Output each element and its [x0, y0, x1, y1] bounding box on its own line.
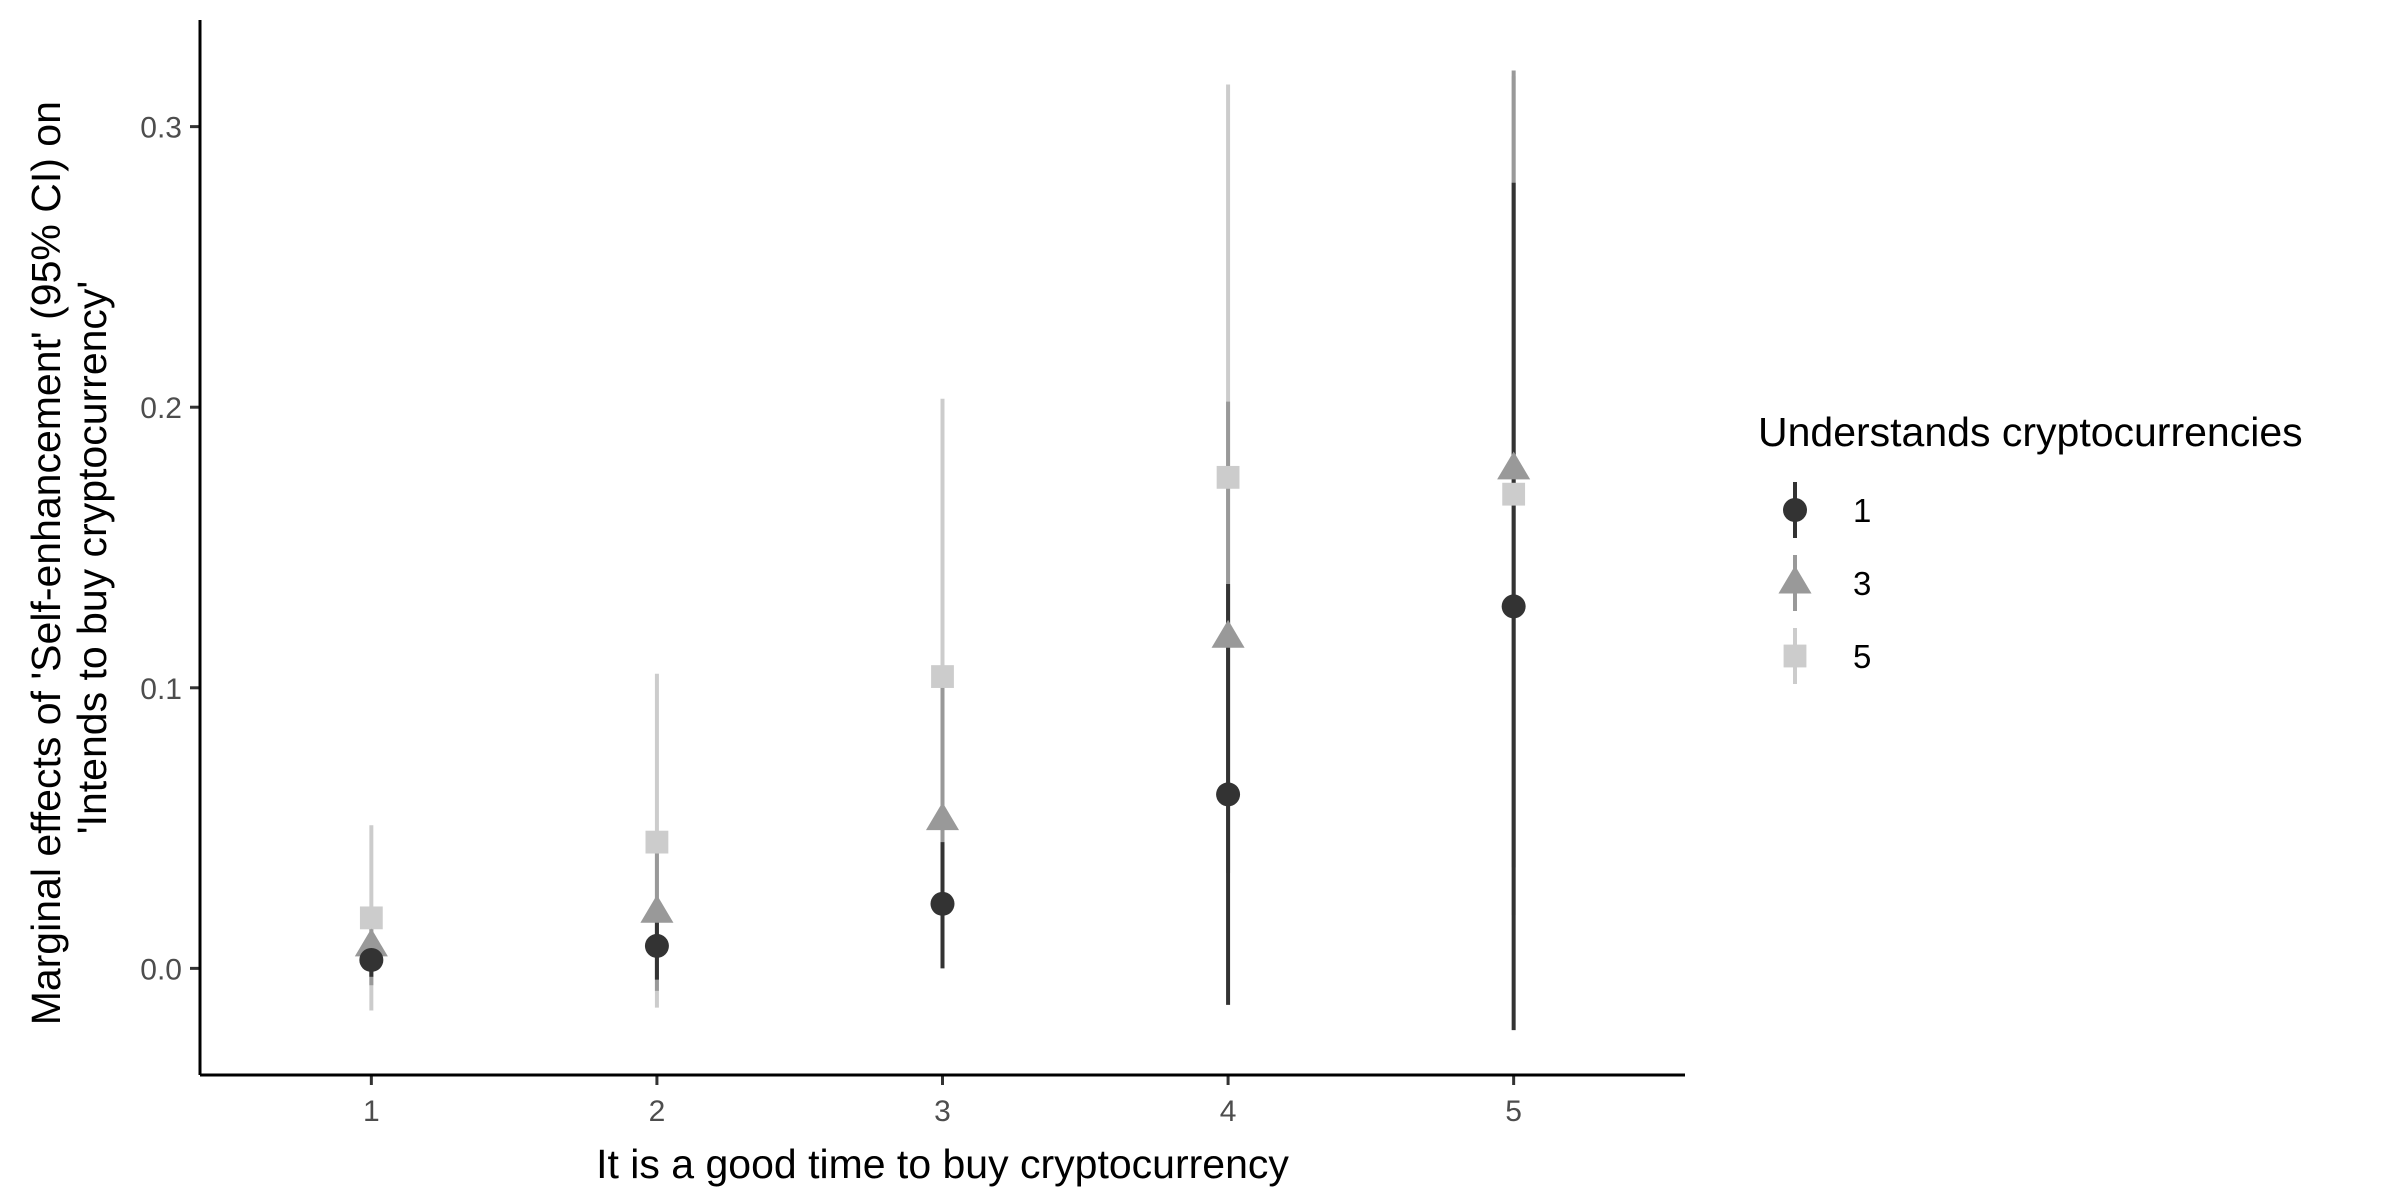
- legend-item: 5: [1783, 628, 1871, 684]
- data-point: [925, 802, 960, 831]
- legend-key-square: [1783, 644, 1807, 668]
- y-tick-label: 0.1: [140, 673, 182, 706]
- x-tick-label: 2: [649, 1095, 666, 1128]
- x-tick-label: 1: [363, 1095, 380, 1128]
- data-point: [1502, 482, 1526, 506]
- y-axis-title: Marginal effects of 'Self-enhancement' (…: [23, 90, 115, 1026]
- data-point: [1211, 619, 1245, 648]
- data-point: [1501, 594, 1526, 619]
- y-tick-label: 0.2: [140, 392, 182, 425]
- series-5-points: [359, 465, 1526, 930]
- x-tick-label: 3: [934, 1095, 951, 1128]
- plot-marks: [354, 70, 1531, 1031]
- y-tick-label: 0.0: [140, 953, 182, 986]
- x-axis-title: It is a good time to buy cryptocurrency: [596, 1141, 1289, 1187]
- legend-item: 3: [1778, 555, 1871, 611]
- legend-label: 1: [1853, 492, 1871, 529]
- legend-label: 5: [1853, 638, 1871, 675]
- data-point: [1497, 451, 1531, 480]
- legend-label: 3: [1853, 565, 1871, 602]
- data-point: [359, 906, 383, 930]
- data-point: [931, 665, 954, 688]
- x-tick-label: 5: [1505, 1095, 1522, 1128]
- series-1-points: [359, 594, 1526, 972]
- data-point: [359, 947, 384, 972]
- data-point: [644, 933, 669, 958]
- legend: Understands cryptocurrencies 1 3 5: [1758, 409, 2303, 684]
- data-point: [640, 894, 674, 923]
- data-point: [930, 891, 955, 916]
- legend-title: Understands cryptocurrencies: [1758, 409, 2303, 455]
- series-3-points: [354, 451, 1531, 957]
- data-point: [1216, 465, 1240, 489]
- y-axis-title-line-1: Marginal effects of 'Self-enhancement' (…: [23, 101, 69, 1025]
- legend-key-triangle: [1778, 565, 1812, 594]
- data-point: [354, 928, 388, 957]
- data-point: [645, 830, 669, 854]
- data-point: [1216, 782, 1241, 807]
- legend-key-circle: [1783, 498, 1807, 522]
- y-axis-title-line-2: 'Intends to buy cryptocurrency': [69, 281, 115, 834]
- x-tick-label: 4: [1220, 1095, 1237, 1128]
- x-axis-ticks: 1 2 3 4 5: [363, 1075, 1522, 1128]
- y-axis-ticks: 0.0 0.1 0.2 0.3: [140, 112, 200, 986]
- y-tick-label: 0.3: [140, 112, 182, 145]
- legend-item: 1: [1783, 482, 1871, 538]
